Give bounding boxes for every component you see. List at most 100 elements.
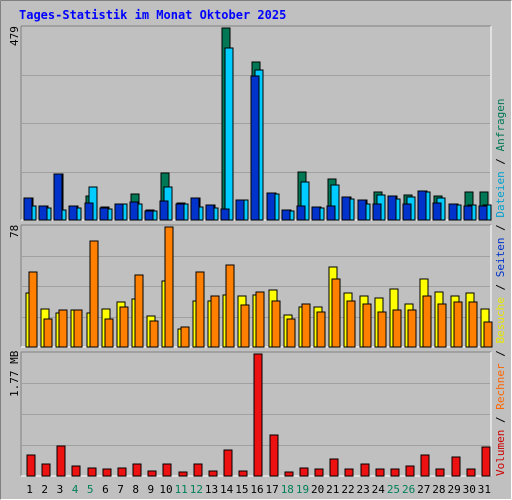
volume-bar: [269, 434, 279, 477]
pages-bar: [281, 209, 291, 221]
hosts-bar: [28, 271, 38, 348]
pages-bar: [38, 205, 48, 221]
pages-bar: [463, 205, 473, 221]
legend-item-volumen: Volumen: [494, 429, 507, 476]
hosts-bar: [286, 318, 296, 348]
hosts-bar: [377, 311, 387, 348]
x-tick-label: 25: [387, 483, 400, 496]
volume-bar: [41, 463, 51, 477]
pages-bar: [266, 192, 276, 221]
legend-separator: /: [494, 409, 507, 430]
volume-bar: [102, 468, 112, 477]
hosts-bar: [164, 226, 174, 348]
x-tick-label: 13: [205, 483, 218, 496]
hosts-bar: [422, 295, 432, 348]
hosts-bar: [104, 318, 114, 348]
volume-bar: [435, 468, 445, 477]
x-tick-label: 26: [402, 483, 415, 496]
legend-item-rechner: Rechner: [494, 363, 507, 410]
volume-bar: [117, 467, 127, 477]
x-tick-label: 15: [235, 483, 248, 496]
pages-bar: [372, 203, 382, 221]
volume-bar: [71, 465, 81, 477]
volume-bar: [178, 471, 188, 477]
volume-bar: [87, 467, 97, 477]
x-tick-label: 5: [87, 483, 94, 496]
pages-bar: [205, 204, 215, 221]
legend-separator: /: [494, 151, 507, 172]
hosts-bar: [149, 320, 159, 348]
pages-bar: [84, 202, 94, 221]
hosts-bar: [119, 306, 129, 348]
pages-bar: [402, 203, 412, 221]
volume-bar: [147, 470, 157, 477]
hosts-bar: [346, 300, 356, 348]
volume-bar: [420, 454, 430, 477]
pages-bar: [220, 208, 230, 221]
x-tick-label: 21: [326, 483, 339, 496]
pages-bar: [311, 206, 321, 221]
x-tick-label: 3: [57, 483, 64, 496]
pages-bar: [159, 200, 169, 221]
y-max-label-requests: 479: [8, 26, 21, 46]
hosts-bar: [195, 271, 205, 348]
volume-bar: [451, 456, 461, 477]
x-tick-label: 16: [250, 483, 263, 496]
volume-bar: [238, 470, 248, 477]
pages-bar: [357, 199, 367, 221]
pages-bar: [250, 75, 260, 221]
x-tick-label: 12: [190, 483, 203, 496]
hosts-bar: [331, 278, 341, 348]
pages-bar: [68, 205, 78, 221]
volume-bar: [466, 468, 476, 477]
hosts-bar: [58, 309, 68, 348]
pages-bar: [235, 199, 245, 221]
hosts-bar: [362, 303, 372, 348]
pages-bar: [190, 197, 200, 221]
hosts-bar: [316, 311, 326, 348]
volume-bar: [314, 468, 324, 477]
hosts-bar: [255, 291, 265, 348]
volume-bar: [56, 445, 66, 477]
y-max-label-visits: 78: [8, 224, 21, 238]
pages-bar: [448, 203, 458, 221]
legend-item-dateien: Dateien: [494, 171, 507, 218]
x-tick-label: 27: [417, 483, 430, 496]
hosts-bar: [453, 301, 463, 348]
x-tick-label: 28: [432, 483, 445, 496]
y-max-label-volume: 1.77 MB: [8, 350, 21, 397]
x-tick-label: 7: [117, 483, 124, 496]
x-tick-label: 23: [357, 483, 370, 496]
files-bar: [224, 47, 234, 221]
x-tick-label: 11: [175, 483, 188, 496]
x-tick-label: 20: [311, 483, 324, 496]
pages-bar: [23, 197, 33, 221]
pages-bar: [296, 205, 306, 221]
pages-bar: [478, 205, 488, 221]
volume-bar: [253, 353, 263, 477]
hosts-bar: [392, 309, 402, 348]
hosts-bar: [89, 240, 99, 348]
volume-bar: [344, 468, 354, 477]
hosts-bar: [271, 300, 281, 348]
pages-bar: [417, 190, 427, 221]
hosts-bar: [73, 309, 83, 348]
x-tick-label: 4: [72, 483, 79, 496]
legend-separator: /: [494, 277, 507, 298]
x-tick-label: 8: [132, 483, 139, 496]
x-tick-label: 31: [478, 483, 491, 496]
pages-bar: [114, 203, 124, 221]
volume-bar: [299, 467, 309, 477]
hosts-bar: [483, 321, 493, 348]
x-tick-label: 17: [266, 483, 279, 496]
volume-bar: [208, 470, 218, 477]
volume-bar: [26, 454, 36, 477]
hosts-bar: [210, 295, 220, 348]
hosts-bar: [407, 309, 417, 348]
legend-item-seiten: Seiten: [494, 237, 507, 278]
x-tick-label: 19: [296, 483, 309, 496]
legend: Volumen / Rechner / Besuche / Seiten / D…: [494, 98, 507, 476]
volume-bar: [162, 463, 172, 477]
